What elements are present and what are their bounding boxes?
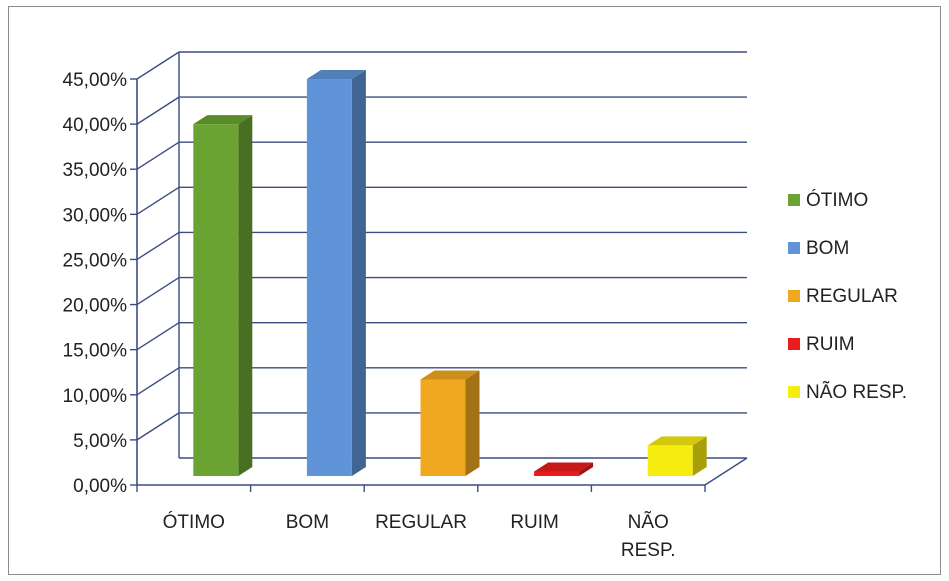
gridline-side — [136, 51, 180, 80]
bar-top — [420, 370, 480, 380]
y-tick-label: 40,00% — [63, 115, 128, 136]
y-tick-label: 10,00% — [63, 386, 128, 407]
legend-item: REGULAR — [788, 286, 898, 307]
floor-right-edge — [704, 457, 748, 486]
legend-label: REGULAR — [806, 286, 898, 307]
legend-swatch — [788, 338, 800, 350]
bar-front — [647, 445, 693, 476]
bar-front — [420, 379, 466, 476]
bar-regular — [420, 370, 480, 476]
bar-side — [238, 115, 253, 476]
bar-front — [306, 79, 352, 477]
bar-side — [351, 70, 366, 477]
bar-top — [647, 436, 707, 446]
y-tick-label: 45,00% — [63, 70, 128, 91]
gridline-side — [136, 231, 180, 261]
bar-front — [534, 471, 580, 476]
y-tick-label: 15,00% — [63, 341, 128, 362]
y-tick-label: 5,00% — [73, 431, 127, 452]
bar-top — [193, 115, 253, 125]
bar--timo — [193, 115, 253, 476]
legend-label: BOM — [806, 238, 849, 259]
legend-item: RUIM — [788, 334, 855, 355]
x-tick-label: RESP. — [621, 540, 676, 561]
bar-top — [306, 70, 366, 80]
y-tick-label: 20,00% — [63, 296, 128, 317]
bar-side — [465, 370, 480, 476]
x-tick-label: BOM — [286, 512, 329, 533]
legend-item: BOM — [788, 238, 849, 259]
gridline-side — [136, 141, 180, 170]
gridline-side — [136, 186, 180, 215]
y-tick-label: 0,00% — [73, 476, 127, 497]
gridline-side — [136, 412, 180, 441]
legend-label: NÃO RESP. — [806, 381, 907, 403]
gridline-side — [136, 276, 180, 306]
legend-label: RUIM — [806, 334, 855, 355]
legend-swatch — [788, 290, 800, 302]
bar-front — [193, 124, 239, 476]
bar-side — [579, 462, 594, 476]
gridline-side — [136, 322, 180, 351]
bar-top — [534, 462, 594, 472]
bar-ruim — [534, 462, 594, 476]
bar-n-o-resp- — [647, 436, 707, 476]
x-tick-label: RUIM — [510, 512, 559, 533]
y-tick-label: 25,00% — [63, 250, 128, 271]
gridline-side — [136, 96, 180, 125]
legend-item: ÓTIMO — [788, 189, 868, 211]
legend-item: NÃO RESP. — [788, 381, 907, 403]
legend-label: ÓTIMO — [806, 189, 868, 211]
legend-swatch — [788, 194, 800, 206]
bar-bom — [306, 70, 366, 477]
legend-swatch — [788, 386, 800, 398]
x-tick-label: ÓTIMO — [163, 511, 225, 533]
y-tick-label: 35,00% — [63, 160, 128, 181]
x-tick-label: NÃO — [628, 511, 669, 533]
y-tick-label: 30,00% — [63, 205, 128, 226]
x-tick-label: REGULAR — [375, 512, 467, 533]
gridline-side — [136, 367, 180, 396]
bar-side — [692, 436, 707, 476]
legend-swatch — [788, 242, 800, 254]
